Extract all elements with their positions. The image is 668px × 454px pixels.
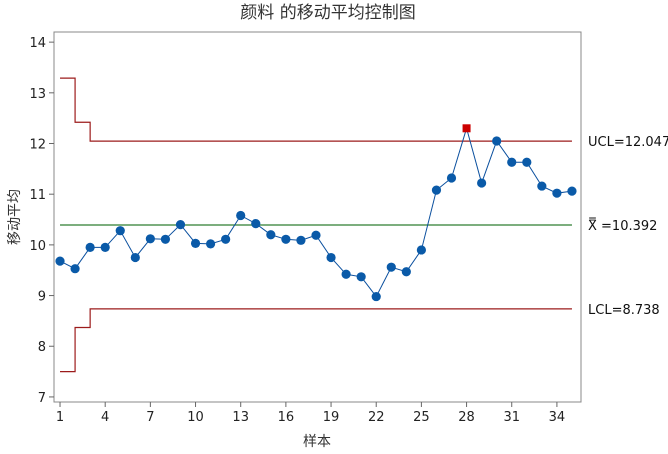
y-tick-label: 8 xyxy=(38,340,46,355)
data-point xyxy=(401,267,411,277)
data-point xyxy=(70,264,80,274)
data-point xyxy=(130,252,140,263)
y-tick-label: 12 xyxy=(29,138,46,153)
data-point xyxy=(160,234,171,244)
data-point xyxy=(311,230,321,240)
data-point xyxy=(85,242,95,253)
data-point xyxy=(356,272,366,282)
data-point xyxy=(567,186,577,196)
data-point xyxy=(431,185,442,195)
data-point xyxy=(477,178,487,188)
x-axis-title: 样本 xyxy=(303,434,331,450)
data-point xyxy=(100,242,110,253)
data-series xyxy=(55,124,577,302)
x-tick-label: 31 xyxy=(503,410,520,425)
center-line-label: X̿ =10.392 xyxy=(588,218,657,234)
data-point xyxy=(341,269,351,279)
x-tick-label: 19 xyxy=(323,410,340,425)
y-tick-label: 10 xyxy=(29,239,46,254)
ucl-line xyxy=(60,77,572,142)
data-point xyxy=(281,234,291,244)
x-axis: 1 4 7 10 13 16 19 22 25 28 31 34 xyxy=(56,402,565,425)
data-point xyxy=(296,235,306,245)
y-tick-label: 14 xyxy=(29,36,46,51)
data-point xyxy=(266,230,276,240)
out-of-control-point xyxy=(462,124,471,133)
data-point xyxy=(175,220,186,230)
data-point xyxy=(221,234,231,244)
lcl-label: LCL=8.738 xyxy=(588,303,660,318)
x-tick-label: 1 xyxy=(56,410,64,425)
data-point xyxy=(145,234,155,244)
data-point xyxy=(522,157,532,167)
x-tick-label: 22 xyxy=(368,410,385,425)
x-tick-label: 25 xyxy=(413,410,430,425)
y-tick-label: 7 xyxy=(38,391,46,406)
plot-area xyxy=(53,31,582,403)
x-tick-label: 13 xyxy=(232,410,249,425)
data-point xyxy=(205,239,216,249)
data-point xyxy=(55,256,65,266)
data-point xyxy=(326,252,336,263)
y-axis-title: 移动平均 xyxy=(7,189,23,245)
ucl-label: UCL=12.047 xyxy=(588,135,668,150)
y-axis: 7 8 9 10 11 12 13 14 xyxy=(29,36,54,406)
data-point xyxy=(115,226,125,236)
y-tick-label: 13 xyxy=(29,87,46,102)
y-tick-label: 9 xyxy=(38,290,46,305)
x-tick-label: 10 xyxy=(187,410,204,425)
data-point xyxy=(507,157,517,167)
x-tick-label: 7 xyxy=(146,410,154,425)
x-tick-label: 28 xyxy=(458,410,475,425)
data-point xyxy=(492,136,502,146)
limit-labels: UCL=12.047 X̿ =10.392 LCL=8.738 xyxy=(588,135,668,318)
data-point xyxy=(537,181,547,191)
x-tick-label: 34 xyxy=(549,410,566,425)
data-point xyxy=(552,188,562,198)
data-point xyxy=(251,218,261,229)
data-point xyxy=(371,291,381,302)
control-limits xyxy=(60,77,572,373)
y-tick-label: 11 xyxy=(29,188,46,203)
data-point xyxy=(236,210,246,221)
series-line xyxy=(59,126,573,298)
data-point xyxy=(446,173,457,183)
x-tick-label: 16 xyxy=(278,410,295,425)
data-point xyxy=(190,238,201,248)
data-point xyxy=(386,262,396,272)
chart-title: 颜料 的移动平均控制图 xyxy=(240,3,415,23)
lcl-line xyxy=(60,308,572,373)
data-point xyxy=(416,245,426,255)
x-tick-label: 4 xyxy=(101,410,109,425)
